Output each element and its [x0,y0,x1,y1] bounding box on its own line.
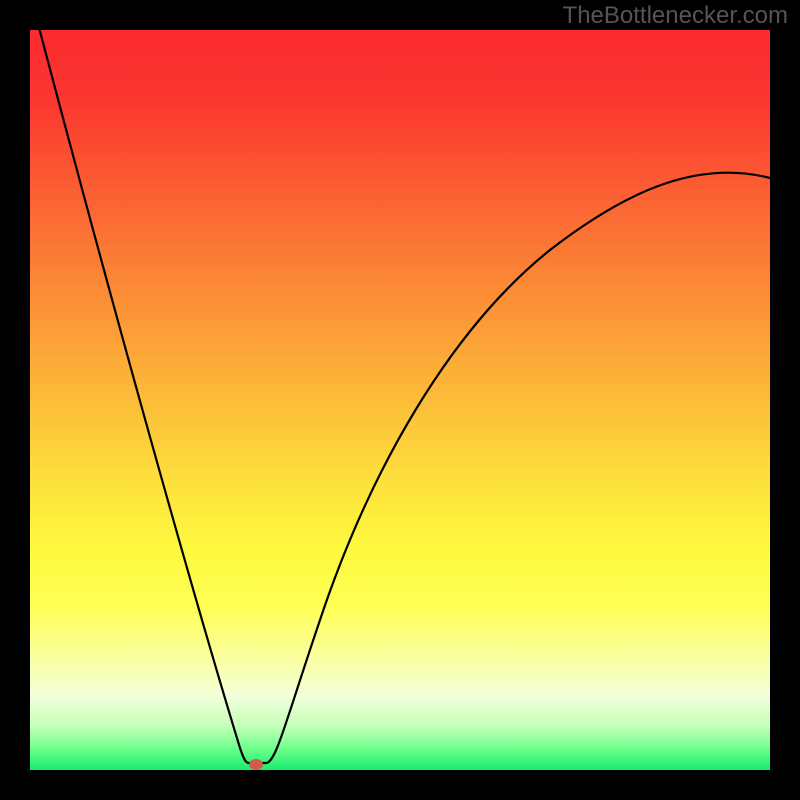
curve-minimum-marker [249,759,263,770]
watermark-text: TheBottlenecker.com [563,2,788,30]
chart-canvas: TheBottlenecker.com [0,0,800,800]
plot-area [30,30,770,770]
gradient-background [30,30,770,770]
